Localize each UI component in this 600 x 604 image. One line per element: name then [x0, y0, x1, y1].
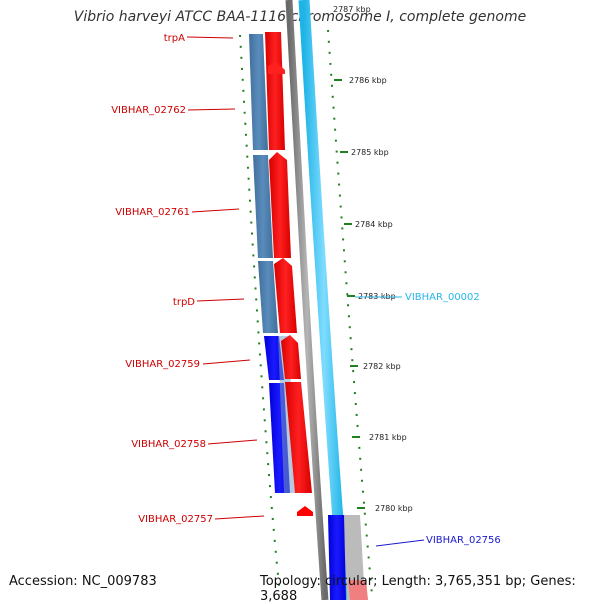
scale-label-2786: 2786 kbp: [349, 76, 387, 85]
gene-trpD-reverse: [258, 261, 278, 333]
gene-overlap-shade: [278, 336, 295, 493]
gene-label-trpA[interactable]: trpA: [164, 33, 185, 44]
gene-trpA-forward: [265, 32, 285, 150]
scale-label-2784: 2784 kbp: [355, 220, 393, 229]
accession-text: Accession: NC_009783: [9, 574, 157, 589]
scale-label-2787: 2787 kbp: [333, 5, 371, 14]
arrow-tip-02762: [268, 62, 285, 74]
gene-label-VIBHAR_02756[interactable]: VIBHAR_02756: [426, 535, 501, 546]
gene-02759-forward: [281, 335, 301, 379]
gene-label-VIBHAR_02761[interactable]: VIBHAR_02761: [115, 207, 190, 218]
gene-02761-reverse: [253, 155, 273, 258]
gene-02761-forward: [269, 152, 291, 258]
feature-pink-segment: [348, 580, 368, 600]
gene-label-VIBHAR_02762[interactable]: VIBHAR_02762: [111, 105, 186, 116]
backbone: [285, 0, 329, 600]
scale-label-2780: 2780 kbp: [375, 504, 413, 513]
gene-label-trpD[interactable]: trpD: [173, 297, 195, 308]
scale-label-2785: 2785 kbp: [351, 148, 389, 157]
leader-lines: [186, 36, 425, 547]
gene-trpA-reverse: [249, 34, 268, 150]
gene-02757-forward: [297, 506, 313, 516]
gc-track-left: [239, 34, 281, 596]
scale-label-2781: 2781 kbp: [369, 433, 407, 442]
gene-label-VIBHAR_00002[interactable]: VIBHAR_00002: [405, 292, 480, 303]
gene-label-VIBHAR_02759[interactable]: VIBHAR_02759: [125, 359, 200, 370]
feature-gray-segment: [343, 515, 365, 600]
scale-label-2782: 2782 kbp: [363, 362, 401, 371]
scale-ticks: [334, 79, 365, 509]
gene-02758-forward: [285, 382, 312, 493]
gene-trpD-forward: [274, 258, 297, 333]
gene-label-VIBHAR_02757[interactable]: VIBHAR_02757: [138, 514, 213, 525]
gene-label-VIBHAR_02758[interactable]: VIBHAR_02758: [131, 439, 206, 450]
gene-02756-block: [328, 515, 346, 600]
